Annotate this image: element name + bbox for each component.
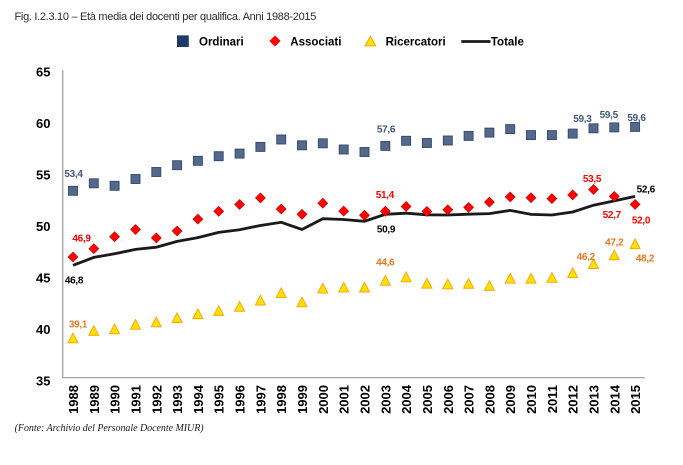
svg-text:1996: 1996 — [233, 385, 248, 414]
svg-text:2004: 2004 — [399, 384, 414, 414]
svg-text:46,2: 46,2 — [577, 252, 596, 263]
svg-text:2002: 2002 — [358, 385, 373, 414]
svg-text:1988: 1988 — [66, 385, 81, 414]
svg-text:Ricercatori: Ricercatori — [386, 36, 446, 48]
svg-text:1995: 1995 — [212, 385, 227, 414]
svg-text:2010: 2010 — [524, 385, 539, 414]
svg-text:52,7: 52,7 — [603, 210, 622, 221]
svg-text:1994: 1994 — [191, 384, 206, 414]
svg-text:2012: 2012 — [566, 385, 581, 414]
svg-text:2007: 2007 — [462, 385, 477, 414]
svg-text:2005: 2005 — [420, 385, 435, 414]
svg-text:45: 45 — [36, 271, 50, 286]
svg-text:52,0: 52,0 — [632, 216, 651, 227]
svg-text:2006: 2006 — [441, 385, 456, 414]
svg-text:2013: 2013 — [587, 385, 602, 414]
svg-text:2001: 2001 — [337, 385, 352, 414]
svg-text:1990: 1990 — [108, 385, 123, 414]
svg-text:48,2: 48,2 — [636, 253, 655, 264]
svg-text:46,9: 46,9 — [72, 233, 91, 244]
svg-text:1992: 1992 — [149, 385, 164, 414]
svg-text:50: 50 — [36, 219, 50, 234]
svg-text:51,4: 51,4 — [376, 190, 395, 201]
svg-text:2011: 2011 — [545, 385, 560, 413]
svg-text:35: 35 — [36, 373, 50, 388]
svg-text:47,2: 47,2 — [605, 238, 624, 249]
svg-text:60: 60 — [36, 116, 50, 131]
svg-text:39,1: 39,1 — [69, 320, 88, 331]
svg-text:1998: 1998 — [274, 385, 289, 414]
svg-text:59,6: 59,6 — [627, 113, 646, 124]
svg-text:46,8: 46,8 — [65, 275, 84, 286]
svg-text:1993: 1993 — [170, 385, 185, 414]
svg-text:65: 65 — [36, 65, 50, 80]
svg-text:53,4: 53,4 — [64, 169, 83, 180]
svg-text:59,5: 59,5 — [600, 110, 619, 121]
svg-text:53,5: 53,5 — [583, 174, 602, 185]
svg-text:2014: 2014 — [607, 384, 622, 414]
svg-text:1997: 1997 — [253, 385, 268, 414]
svg-text:55: 55 — [36, 168, 50, 183]
svg-text:Associati: Associati — [290, 36, 341, 48]
svg-text:2003: 2003 — [378, 385, 393, 414]
svg-text:1999: 1999 — [295, 385, 310, 414]
svg-text:2000: 2000 — [316, 385, 331, 414]
svg-text:52,6: 52,6 — [637, 185, 656, 196]
svg-text:57,6: 57,6 — [377, 125, 396, 136]
svg-text:2015: 2015 — [628, 385, 643, 414]
svg-text:1991: 1991 — [129, 385, 144, 414]
svg-text:50,9: 50,9 — [377, 225, 396, 236]
svg-text:44,6: 44,6 — [376, 258, 395, 269]
svg-text:Ordinari: Ordinari — [199, 36, 244, 48]
svg-text:1989: 1989 — [87, 385, 102, 414]
svg-text:2008: 2008 — [482, 385, 497, 414]
svg-text:Totale: Totale — [491, 36, 524, 48]
svg-text:59,3: 59,3 — [573, 114, 592, 125]
svg-text:2009: 2009 — [503, 385, 518, 414]
svg-text:40: 40 — [36, 322, 50, 337]
